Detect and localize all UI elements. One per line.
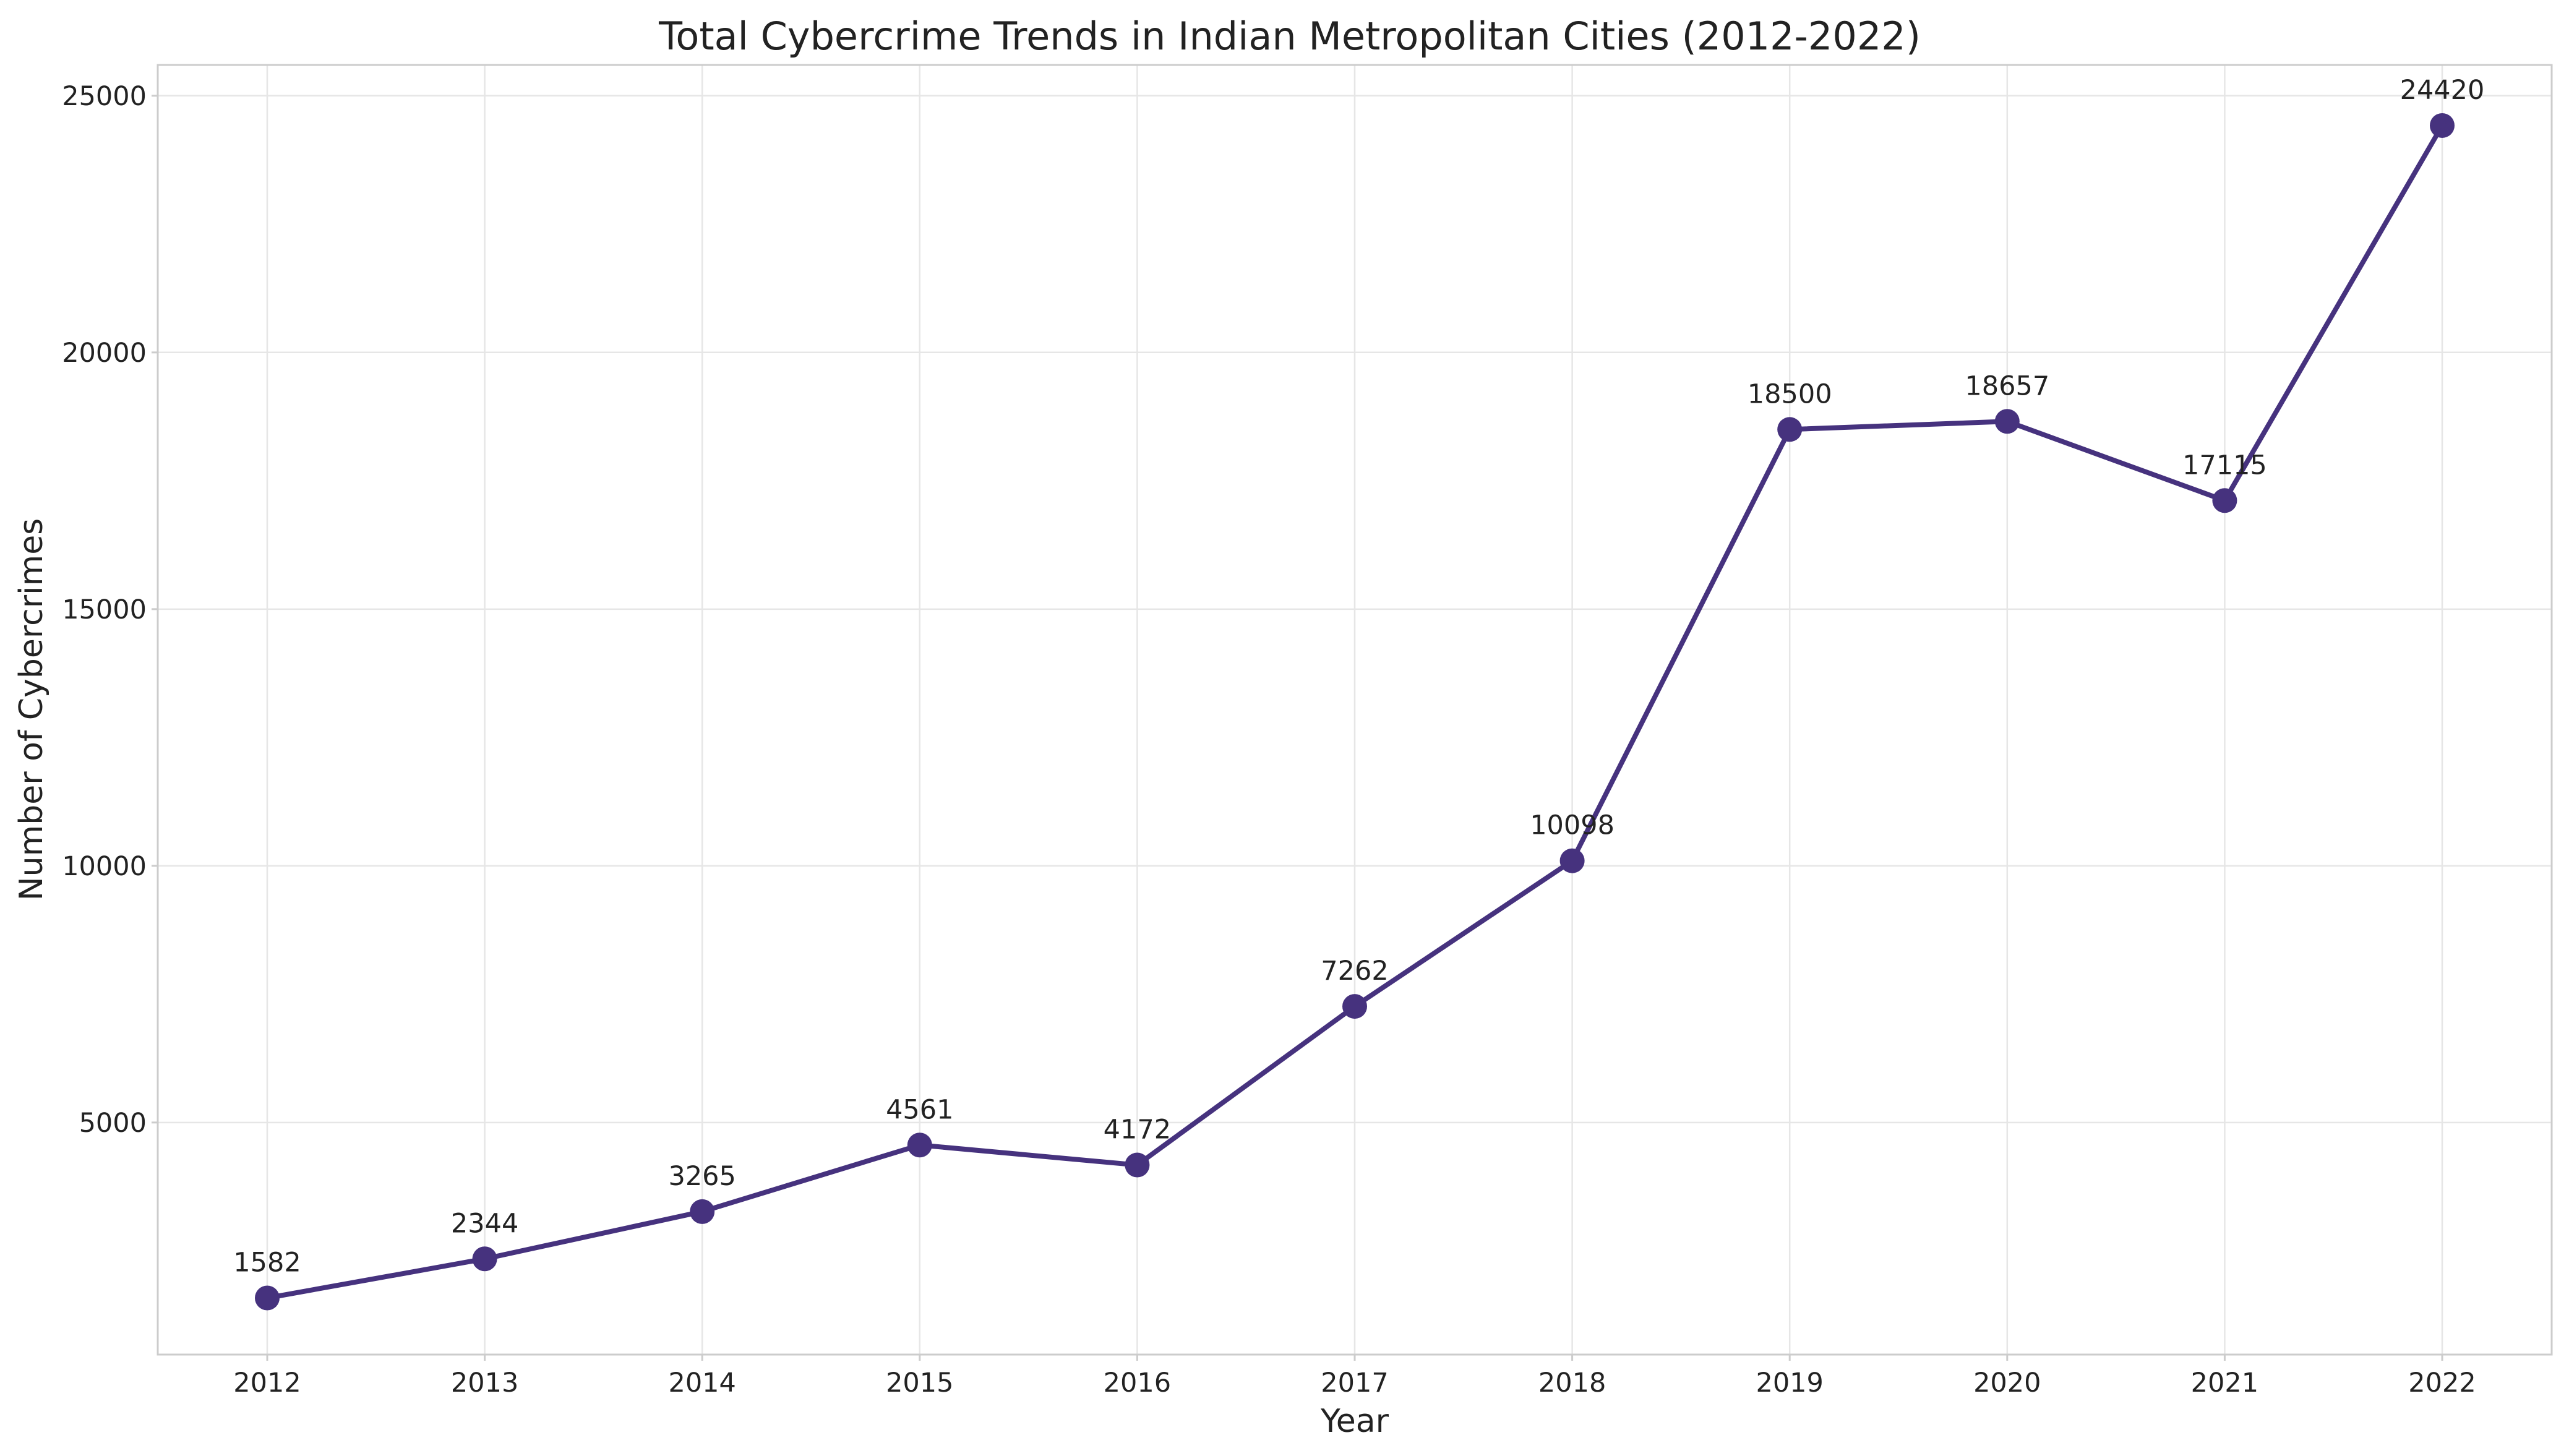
x-tick-label: 2021 — [2191, 1368, 2258, 1398]
data-point — [1994, 409, 2020, 434]
data-label: 10098 — [1530, 810, 1615, 841]
data-point — [1342, 994, 1367, 1019]
data-label: 17115 — [2182, 450, 2267, 481]
data-label: 4172 — [1104, 1115, 1171, 1146]
data-point — [1559, 848, 1585, 873]
data-label: 7262 — [1321, 956, 1388, 987]
x-tick-label: 2016 — [1104, 1368, 1171, 1398]
x-tick-label: 2018 — [1538, 1368, 1606, 1398]
data-label: 2344 — [451, 1208, 518, 1239]
x-tick-label: 2022 — [2408, 1368, 2476, 1398]
x-tick-label: 2019 — [1756, 1368, 1823, 1398]
data-point — [1777, 417, 1803, 442]
x-tick-label: 2014 — [668, 1368, 736, 1398]
y-axis-label: Number of Cybercrimes — [13, 518, 50, 901]
x-tick-label: 2012 — [233, 1368, 301, 1398]
series — [255, 113, 2455, 1311]
data-label: 4561 — [886, 1094, 953, 1125]
x-tick-label: 2015 — [886, 1368, 953, 1398]
y-tick-label: 20000 — [62, 338, 147, 369]
y-tick-label: 25000 — [62, 81, 147, 112]
y-tick-label: 5000 — [79, 1108, 147, 1139]
data-point — [472, 1246, 497, 1272]
y-tick-label: 10000 — [62, 851, 147, 882]
data-label: 18657 — [1965, 370, 2049, 401]
data-labels: 1582 2344 3265 4561 4172 7262 10098 18500 18657 1… — [233, 75, 2484, 1278]
data-point — [690, 1199, 715, 1224]
x-tick-label: 2013 — [451, 1368, 518, 1398]
y-tick-label: 15000 — [62, 594, 147, 625]
axis-ticks: 2012 2013 2014 2015 2016 2017 2018 2019 2020 2021… — [62, 81, 2476, 1398]
data-label: 18500 — [1748, 379, 1832, 409]
data-point — [907, 1133, 932, 1158]
data-label: 1582 — [233, 1248, 301, 1278]
data-point — [2430, 113, 2455, 138]
data-point — [255, 1285, 280, 1311]
data-point — [1125, 1152, 1150, 1178]
grid-lines — [158, 65, 2552, 1355]
data-label: 3265 — [668, 1161, 736, 1192]
x-axis-label: Year — [1320, 1403, 1389, 1440]
x-tick-label: 2020 — [1973, 1368, 2041, 1398]
data-point — [2212, 488, 2237, 513]
chart-title: Total Cybercrime Trends in Indian Metrop… — [658, 14, 1921, 59]
data-label: 24420 — [2400, 75, 2485, 106]
x-tick-label: 2017 — [1321, 1368, 1388, 1398]
